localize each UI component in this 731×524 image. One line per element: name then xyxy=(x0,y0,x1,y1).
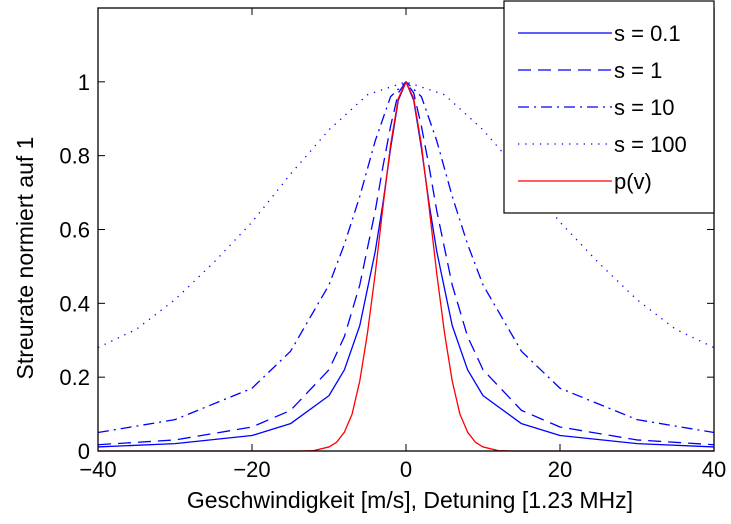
legend-label-3: s = 100 xyxy=(614,132,687,157)
x-axis-label: Geschwindigkeit [m/s], Detuning [1.23 MH… xyxy=(187,487,633,513)
legend-label-2: s = 10 xyxy=(614,95,675,120)
y-tick-label: 0.8 xyxy=(59,144,90,169)
x-tick-label: 20 xyxy=(548,457,572,482)
x-tick-label: 40 xyxy=(702,457,726,482)
y-tick-label: 1 xyxy=(78,70,90,95)
y-axis-label: Streurate normiert auf 1 xyxy=(12,137,38,380)
y-tick-label: 0.2 xyxy=(59,365,90,390)
x-tick-label: −40 xyxy=(79,457,116,482)
legend-box xyxy=(503,0,715,214)
y-tick-label: 0 xyxy=(78,439,90,464)
legend-label-4: p(v) xyxy=(614,169,652,194)
ticks-layer: −40 −20 0 20 40 0 0.2 0.4 0.6 0.8 1 xyxy=(59,8,726,482)
series-line-4 xyxy=(98,81,714,452)
x-tick-label: −20 xyxy=(233,457,270,482)
y-tick-label: 0.4 xyxy=(59,291,90,316)
series-layer xyxy=(97,81,715,452)
legend-label-0: s = 0.1 xyxy=(614,21,681,46)
legend-label-1: s = 1 xyxy=(614,58,662,83)
x-tick-label: 0 xyxy=(400,457,412,482)
y-tick-label: 0.6 xyxy=(59,218,90,243)
legend: s = 0.1 s = 1 s = 10 s = 100 p(v) xyxy=(503,0,715,214)
